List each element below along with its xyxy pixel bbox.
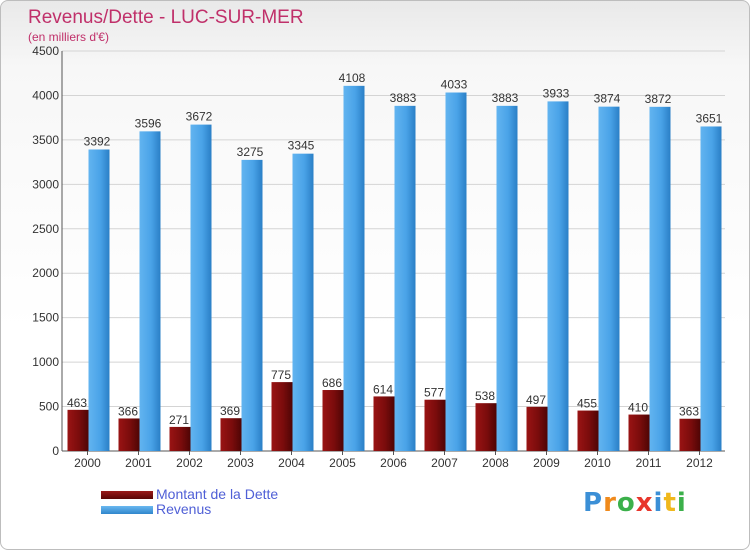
logo-letter: i: [653, 488, 664, 518]
data-label-revenus: 3275: [237, 145, 264, 159]
data-label-dette: 577: [424, 386, 444, 400]
data-label-revenus: 3933: [543, 86, 570, 100]
bar-revenus[interactable]: [547, 101, 569, 452]
x-tick-label: 2011: [636, 456, 662, 470]
y-tick-label: 4000: [32, 88, 59, 102]
x-tick-label: 2005: [329, 456, 356, 470]
y-tick-label: 1500: [32, 311, 59, 325]
legend-label-dette: Montant de la Dette: [156, 486, 279, 502]
data-label-revenus: 3596: [135, 116, 162, 130]
y-tick-label: 2500: [32, 222, 59, 236]
bar-revenus[interactable]: [88, 149, 110, 451]
bar-dette[interactable]: [526, 406, 548, 451]
logo-letter: r: [603, 488, 617, 518]
data-label-revenus: 3883: [492, 91, 519, 105]
x-tick-label: 2003: [227, 456, 254, 470]
bar-revenus[interactable]: [190, 124, 212, 451]
data-label-revenus: 3651: [696, 111, 723, 125]
data-label-dette: 410: [628, 401, 648, 415]
data-label-revenus: 3883: [390, 91, 417, 105]
x-tick-label: 2010: [584, 456, 611, 470]
x-tick-label: 2002: [176, 456, 203, 470]
y-tick-label: 4500: [32, 44, 59, 58]
data-label-revenus: 3872: [645, 92, 672, 106]
bar-dette[interactable]: [67, 409, 89, 451]
data-label-dette: 497: [526, 393, 546, 407]
data-label-revenus: 4033: [441, 78, 468, 92]
data-label-dette: 686: [322, 376, 342, 390]
data-label-revenus: 3672: [186, 110, 213, 124]
bar-revenus[interactable]: [241, 159, 263, 451]
logo-letter: i: [676, 488, 687, 518]
data-label-revenus: 3345: [288, 139, 315, 153]
data-label-dette: 775: [271, 368, 291, 382]
bar-dette[interactable]: [577, 410, 599, 451]
logo-letter: x: [635, 488, 654, 518]
bar-dette[interactable]: [628, 414, 650, 451]
bar-dette[interactable]: [475, 403, 497, 451]
y-tick-label: 3000: [32, 177, 59, 191]
data-label-dette: 614: [373, 382, 393, 396]
bar-dette[interactable]: [373, 396, 395, 451]
bar-revenus[interactable]: [292, 153, 314, 451]
logo-letter: t: [663, 488, 677, 518]
x-tick-label: 2001: [125, 456, 152, 470]
bar-revenus[interactable]: [139, 131, 161, 451]
y-tick-label: 1000: [32, 355, 59, 369]
x-tick-label: 2008: [482, 456, 509, 470]
data-label-dette: 271: [169, 413, 189, 427]
bar-revenus[interactable]: [598, 106, 620, 452]
bar-dette[interactable]: [118, 418, 140, 451]
data-label-dette: 463: [67, 396, 87, 410]
data-label-dette: 366: [118, 404, 138, 418]
bar-dette[interactable]: [271, 382, 293, 451]
data-label-dette: 363: [679, 405, 699, 419]
data-label-dette: 538: [475, 389, 495, 403]
x-tick-label: 2009: [533, 456, 560, 470]
bar-revenus[interactable]: [445, 92, 467, 451]
x-tick-label: 2006: [380, 456, 407, 470]
legend-swatch-dette: [101, 491, 153, 499]
bar-dette[interactable]: [220, 418, 242, 451]
data-label-revenus: 4108: [339, 71, 366, 85]
y-tick-label: 0: [52, 444, 59, 458]
logo-letter: P: [583, 488, 604, 518]
bar-revenus[interactable]: [496, 105, 518, 451]
data-label-revenus: 3874: [594, 92, 621, 106]
bar-revenus[interactable]: [343, 85, 365, 451]
proxiti-logo: Proxiti: [583, 488, 687, 518]
y-tick-label: 2000: [32, 266, 59, 280]
bar-dette[interactable]: [424, 399, 446, 451]
data-label-dette: 369: [220, 404, 240, 418]
data-label-dette: 455: [577, 397, 597, 411]
logo-letter: o: [616, 488, 636, 518]
bar-revenus[interactable]: [649, 106, 671, 452]
legend-label-revenus: Revenus: [156, 501, 212, 517]
x-tick-label: 2000: [74, 456, 101, 470]
bar-revenus[interactable]: [700, 126, 722, 451]
legend-swatch-revenus: [101, 506, 153, 514]
bar-revenus[interactable]: [394, 105, 416, 451]
y-tick-label: 3500: [32, 133, 59, 147]
bar-dette[interactable]: [169, 426, 191, 451]
chart-title: Revenus/Dette - LUC-SUR-MER: [28, 7, 304, 28]
bar-dette[interactable]: [322, 390, 344, 451]
x-tick-label: 2012: [686, 456, 713, 470]
y-tick-label: 500: [39, 400, 59, 414]
data-label-revenus: 3392: [84, 134, 111, 148]
x-tick-label: 2004: [278, 456, 305, 470]
chart-subtitle: (en milliers d'€): [28, 30, 109, 44]
x-tick-label: 2007: [431, 456, 458, 470]
bar-dette[interactable]: [679, 418, 701, 451]
